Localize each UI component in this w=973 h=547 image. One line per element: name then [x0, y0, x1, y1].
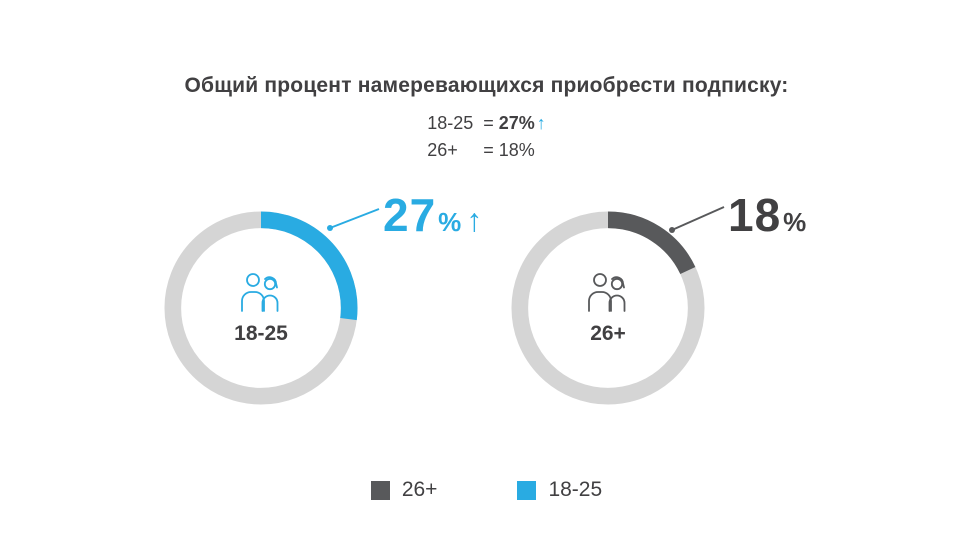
summary-row1-value: = 27% ↑ [483, 110, 546, 137]
donut-chart-18-25: 18-25 [163, 210, 359, 406]
up-arrow-icon: ↑ [466, 202, 483, 238]
summary-row1-percent: 27% [498, 113, 535, 133]
percent-sign: % [438, 207, 462, 237]
summary-row2-value: = 18% [483, 137, 546, 164]
summary-row1-label: 18-25 [427, 113, 474, 133]
equals-sign: = [483, 113, 494, 133]
couple-icon [241, 272, 279, 312]
legend-label-18-25: 18-25 [548, 478, 603, 501]
legend-item-26plus: 26+ [370, 478, 438, 502]
donut-arc-26plus [511, 211, 705, 405]
callout-value-26plus: 18 % [728, 188, 806, 242]
equals-sign: = [483, 140, 494, 160]
legend-swatch-26plus [370, 480, 390, 500]
up-arrow-icon: ↑ [536, 113, 546, 133]
donut-center-18-25: 18-25 [163, 210, 359, 406]
donut-label-18-25: 18-25 [234, 321, 288, 345]
chart-legend: 26+ 18-25 [0, 478, 973, 502]
page-title: Общий процент намеревающихся приобрести … [184, 74, 789, 98]
summary-block: 18-25 = 27% ↑ 26+ = 18% [0, 110, 973, 164]
donut-center-26plus: 26+ [510, 210, 706, 406]
summary-row2-label: 26+ [427, 140, 458, 160]
percent-sign: % [783, 207, 807, 237]
donut-arc-18-25 [164, 211, 358, 405]
donut-ring-svg [164, 211, 358, 405]
summary-row2-percent: 18% [498, 140, 535, 160]
donut-chart-26plus: 26+ [510, 210, 706, 406]
callout-value-18-25: 27 % ↑ [383, 188, 482, 242]
couple-icon [588, 272, 626, 312]
legend-label-26plus: 26+ [401, 478, 438, 501]
legend-item-18-25: 18-25 [517, 478, 602, 502]
summary-grid: 18-25 = 27% ↑ 26+ = 18% [427, 110, 546, 164]
legend-swatch-18-25 [517, 480, 537, 500]
donut-label-26plus: 26+ [590, 321, 626, 345]
callout-number: 18 [728, 189, 782, 241]
callout-number: 27 [383, 189, 437, 241]
donut-ring-svg [511, 211, 705, 405]
